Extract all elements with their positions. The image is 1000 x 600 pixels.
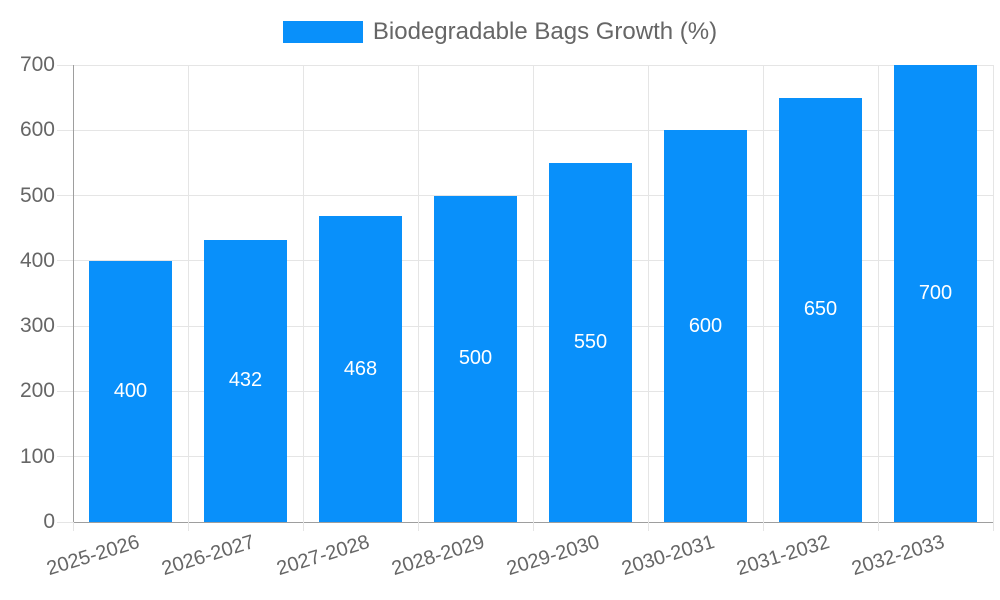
bar-value-label: 468 <box>343 357 378 380</box>
bar-value-label: 650 <box>803 298 838 321</box>
y-tick-label: 300 <box>19 314 55 338</box>
x-tick-label: 2027-2028 <box>274 531 372 581</box>
y-tick-label: 400 <box>19 248 55 272</box>
y-tick-label: 500 <box>19 183 55 207</box>
x-tick-label: 2028-2029 <box>389 531 487 581</box>
x-tick-mark <box>762 522 764 531</box>
bar: 400 <box>89 260 172 522</box>
bar-value-label: 550 <box>573 330 608 353</box>
y-tick-mark <box>57 195 73 197</box>
bar: 432 <box>204 239 287 522</box>
x-tick-mark <box>877 522 879 531</box>
y-tick-mark <box>57 325 73 327</box>
x-tick-label: 2032-2033 <box>849 531 947 581</box>
x-tick-mark <box>992 522 994 531</box>
bar-value-label: 432 <box>228 369 263 392</box>
x-gridline <box>417 65 419 522</box>
legend-swatch[interactable] <box>282 21 363 43</box>
y-tick-mark <box>57 456 73 458</box>
x-gridline <box>302 65 304 522</box>
bar: 700 <box>894 65 977 522</box>
y-tick-mark <box>57 521 73 523</box>
y-tick-mark <box>57 390 73 392</box>
bar-value-label: 600 <box>688 314 723 337</box>
bar-value-label: 500 <box>458 347 493 370</box>
legend[interactable]: Biodegradable Bags Growth (%) <box>0 16 1000 48</box>
x-tick-label: 2031-2032 <box>734 531 832 581</box>
x-tick-mark <box>647 522 649 531</box>
legend-label: Biodegradable Bags Growth (%) <box>372 18 718 45</box>
x-tick-mark <box>532 522 534 531</box>
y-tick-mark <box>57 64 73 66</box>
bar-value-label: 700 <box>918 282 953 304</box>
bar: 600 <box>664 130 747 522</box>
x-tick-label: 2025-2026 <box>44 531 142 581</box>
x-gridline <box>762 65 764 522</box>
x-gridline <box>877 65 879 522</box>
x-tick-mark <box>417 522 419 531</box>
x-gridline <box>992 65 994 522</box>
x-gridline <box>532 65 534 522</box>
y-tick-label: 600 <box>19 118 55 142</box>
x-tick-label: 2026-2027 <box>159 531 257 581</box>
bar: 650 <box>779 97 862 522</box>
x-tick-mark <box>302 522 304 531</box>
bar: 550 <box>549 162 632 522</box>
bar: 500 <box>434 195 517 522</box>
x-tick-label: 2029-2030 <box>504 531 602 581</box>
y-tick-label: 0 <box>43 510 55 533</box>
y-axis-line <box>72 65 74 522</box>
x-tick-label: 2030-2031 <box>619 531 717 581</box>
y-tick-label: 200 <box>19 379 55 403</box>
y-tick-mark <box>57 129 73 131</box>
x-gridline <box>647 65 649 522</box>
y-tick-mark <box>57 260 73 262</box>
x-gridline <box>187 65 189 522</box>
bar-value-label: 400 <box>113 379 148 402</box>
bar: 468 <box>319 216 402 522</box>
x-tick-mark <box>72 522 74 531</box>
y-tick-label: 700 <box>19 53 55 76</box>
y-tick-label: 100 <box>19 444 55 468</box>
x-tick-mark <box>187 522 189 531</box>
